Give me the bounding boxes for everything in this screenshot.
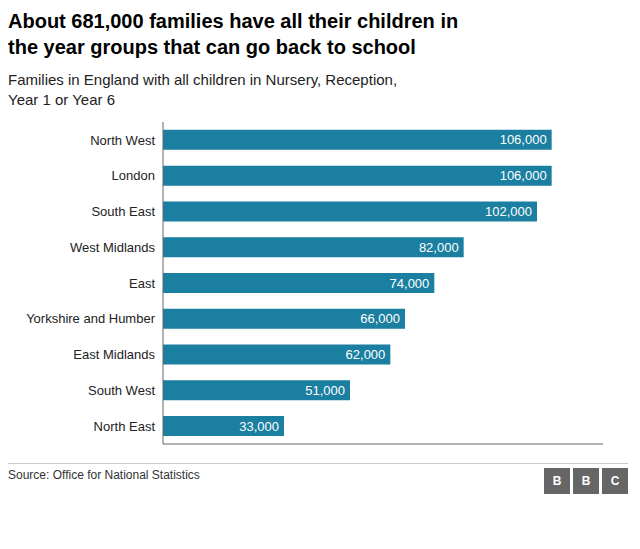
svg-text:South East: South East <box>91 204 155 219</box>
svg-text:62,000: 62,000 <box>346 347 386 362</box>
svg-text:London: London <box>112 168 155 183</box>
svg-text:South West: South West <box>88 383 155 398</box>
svg-text:Yorkshire and Humber: Yorkshire and Humber <box>26 311 156 326</box>
svg-text:East Midlands: East Midlands <box>73 347 155 362</box>
svg-text:West Midlands: West Midlands <box>70 240 156 255</box>
svg-text:East: East <box>129 276 155 291</box>
svg-text:66,000: 66,000 <box>360 311 400 326</box>
svg-text:33,000: 33,000 <box>239 419 279 434</box>
svg-text:North West: North West <box>90 133 155 148</box>
html-text:Source: Office for National St: Source: Office for National Statistics <box>8 468 200 482</box>
svg-text:102,000: 102,000 <box>485 204 532 219</box>
html-text:B: B <box>552 474 562 488</box>
svg-text:106,000: 106,000 <box>500 168 547 183</box>
svg-text:74,000: 74,000 <box>390 276 430 291</box>
svg-text:North East: North East <box>94 419 156 434</box>
svg-text:51,000: 51,000 <box>305 383 345 398</box>
html-text:B: B <box>581 474 591 488</box>
html-text:C: C <box>610 474 620 488</box>
svg-text:82,000: 82,000 <box>419 240 459 255</box>
html-text:About 681,000 families have al: About 681,000 families have all their ch… <box>8 10 459 58</box>
html-text:Families in England with all c: Families in England with all children in… <box>8 71 398 108</box>
svg-text:106,000: 106,000 <box>500 132 547 147</box>
